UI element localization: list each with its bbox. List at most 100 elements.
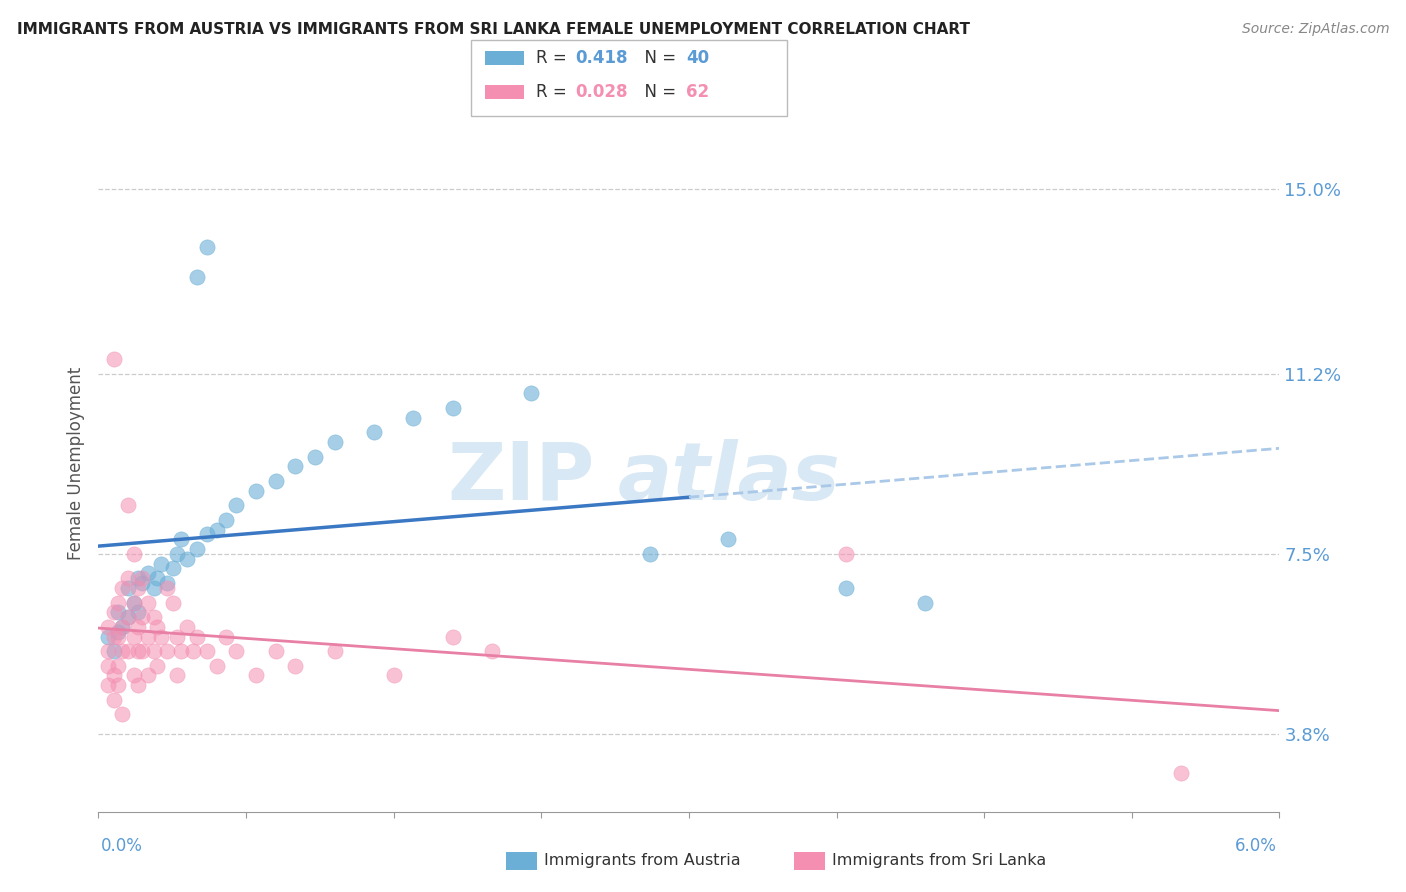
Point — [481, 644, 503, 658]
Point — [304, 450, 326, 464]
Point — [122, 595, 145, 609]
Text: 0.0%: 0.0% — [101, 837, 143, 855]
Text: R =: R = — [536, 83, 572, 101]
Point — [176, 551, 198, 566]
Point — [107, 658, 129, 673]
Point — [111, 620, 134, 634]
Point — [122, 668, 145, 682]
Point — [111, 707, 134, 722]
Point — [97, 620, 120, 634]
Point — [170, 644, 193, 658]
Point — [142, 644, 165, 658]
Point — [136, 630, 159, 644]
Point — [323, 434, 346, 449]
Point — [103, 605, 125, 619]
Point — [117, 644, 139, 658]
Text: atlas: atlas — [619, 439, 841, 516]
Point — [225, 498, 247, 512]
Point — [97, 630, 120, 644]
Point — [441, 630, 464, 644]
Point — [181, 644, 204, 658]
Text: 40: 40 — [686, 49, 709, 67]
Point — [264, 644, 287, 658]
Point — [195, 644, 218, 658]
Text: ZIP: ZIP — [447, 439, 595, 516]
Point — [205, 658, 228, 673]
Point — [225, 644, 247, 658]
Point — [441, 401, 464, 415]
Point — [186, 269, 208, 284]
Point — [166, 630, 188, 644]
Point — [146, 620, 169, 634]
Point — [835, 581, 858, 595]
Text: R =: R = — [536, 49, 572, 67]
Point — [136, 668, 159, 682]
Point — [195, 240, 218, 254]
Point — [323, 644, 346, 658]
Point — [1170, 765, 1192, 780]
Point — [215, 630, 238, 644]
Point — [638, 547, 661, 561]
Point — [166, 547, 188, 561]
Text: 0.418: 0.418 — [575, 49, 627, 67]
Point — [382, 668, 405, 682]
Text: Source: ZipAtlas.com: Source: ZipAtlas.com — [1241, 22, 1389, 37]
Point — [131, 644, 153, 658]
Point — [117, 610, 139, 624]
Text: N =: N = — [634, 83, 682, 101]
Point — [136, 566, 159, 581]
Point — [117, 581, 139, 595]
Point — [150, 557, 173, 571]
Point — [127, 571, 149, 585]
Point — [107, 595, 129, 609]
Point — [131, 610, 153, 624]
Point — [122, 547, 145, 561]
Point — [170, 533, 193, 547]
Point — [127, 644, 149, 658]
Point — [103, 668, 125, 682]
Point — [97, 678, 120, 692]
Point — [835, 547, 858, 561]
Text: Immigrants from Austria: Immigrants from Austria — [544, 854, 741, 868]
Point — [156, 644, 179, 658]
Point — [162, 595, 184, 609]
Point — [117, 498, 139, 512]
Point — [245, 668, 267, 682]
Point — [97, 644, 120, 658]
Point — [127, 581, 149, 595]
Point — [103, 630, 125, 644]
Point — [117, 571, 139, 585]
Point — [107, 678, 129, 692]
Text: 62: 62 — [686, 83, 709, 101]
Point — [176, 620, 198, 634]
Point — [245, 483, 267, 498]
Point — [136, 595, 159, 609]
Point — [156, 581, 179, 595]
Point — [156, 576, 179, 591]
Text: 0.028: 0.028 — [575, 83, 627, 101]
Point — [127, 620, 149, 634]
Point — [284, 658, 307, 673]
Point — [717, 533, 740, 547]
Point — [264, 474, 287, 488]
Point — [914, 595, 936, 609]
Point — [107, 630, 129, 644]
Point — [122, 595, 145, 609]
Point — [205, 523, 228, 537]
Point — [402, 410, 425, 425]
Point — [127, 678, 149, 692]
Y-axis label: Female Unemployment: Female Unemployment — [66, 368, 84, 560]
Point — [195, 527, 218, 541]
Point — [186, 630, 208, 644]
Point — [186, 541, 208, 556]
Point — [363, 425, 385, 440]
Point — [111, 620, 134, 634]
Text: Immigrants from Sri Lanka: Immigrants from Sri Lanka — [832, 854, 1046, 868]
Point — [146, 571, 169, 585]
Point — [166, 668, 188, 682]
Point — [122, 630, 145, 644]
Point — [131, 571, 153, 585]
Point — [215, 513, 238, 527]
Point — [107, 624, 129, 639]
Point — [117, 610, 139, 624]
